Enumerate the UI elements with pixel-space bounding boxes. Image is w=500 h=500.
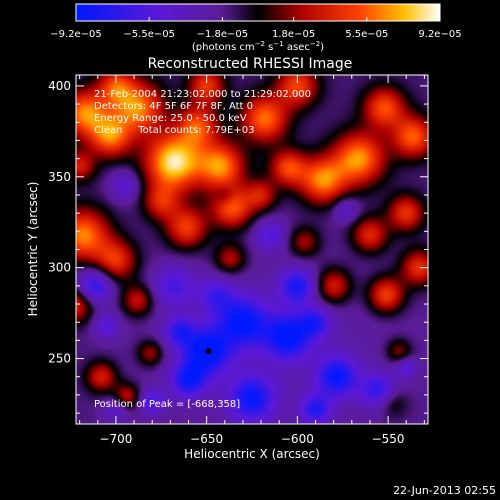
y-tick-label: 350 — [48, 170, 71, 184]
energy-range-label: Energy Range: 25.0 - 50.0 keV — [94, 113, 247, 124]
colorbar-tick-labels: −9.2e−05 −5.5e−05 −1.8e−05 1.8e−05 5.5e−05 9.… — [50, 29, 461, 40]
y-tick-label: 300 — [48, 261, 71, 275]
plot-title: Reconstructed RHESSI Image — [148, 56, 353, 72]
colorbar-tick-label: 9.2e−05 — [418, 29, 461, 40]
date-stamp: 22-Jun-2013 02:55 — [393, 484, 496, 497]
colorbar-tick-label: 1.8e−05 — [272, 29, 315, 40]
colorbar-tick-label: −9.2e−05 — [50, 29, 102, 40]
y-axis-ticks: 250 300 350 400 — [48, 79, 428, 414]
x-tick-label: −600 — [281, 432, 314, 446]
colorbar-tick-label: −5.5e−05 — [123, 29, 175, 40]
x-tick-label: −650 — [190, 432, 223, 446]
units-sup-3: −2 — [310, 40, 320, 48]
x-axis-ticks: −700 −650 −600 −550 — [79, 75, 425, 446]
colorbar-tick-label: 5.5e−05 — [345, 29, 388, 40]
heatmap-image — [76, 75, 428, 424]
y-axis-title: Heliocentric Y (arcsec) — [26, 182, 40, 317]
colorbar-tick-label: −1.8e−05 — [197, 29, 249, 40]
units-sup-2: −1 — [273, 40, 283, 48]
colorbar-ticks — [75, 17, 441, 21]
colorbar: −9.2e−05 −5.5e−05 −1.8e−05 1.8e−05 5.5e−05 9.… — [50, 3, 462, 53]
peak-position-label: Position of Peak = [-668,358] — [94, 399, 240, 410]
y-tick-label: 250 — [48, 352, 71, 366]
clean-counts-label: Clean Total counts: 7.79E+03 — [94, 125, 254, 136]
units-part-3: asec — [284, 42, 310, 53]
units-part-4: ) — [320, 42, 324, 53]
units-sup-1: −2 — [255, 40, 265, 48]
detectors-label: Detectors: 4F 5F 6F 7F 8F, Att 0 — [94, 101, 253, 112]
colorbar-gradient — [76, 4, 440, 21]
units-part-2: s — [265, 42, 273, 53]
observation-info: 21-Feb-2004 21:23:02.000 to 21:29:02.000… — [94, 89, 311, 136]
colorbar-units-label: (photons cm−2 s−1 asec−2) — [192, 40, 324, 53]
units-part-1: (photons cm — [192, 42, 255, 53]
colorbar-frame — [75, 3, 441, 22]
x-tick-label: −700 — [99, 432, 132, 446]
peak-marker — [205, 348, 212, 355]
x-tick-label: −550 — [372, 432, 405, 446]
time-range-label: 21-Feb-2004 21:23:02.000 to 21:29:02.000 — [94, 89, 311, 100]
x-axis-title: Heliocentric X (arcsec) — [184, 447, 320, 461]
y-tick-label: 400 — [48, 79, 71, 93]
